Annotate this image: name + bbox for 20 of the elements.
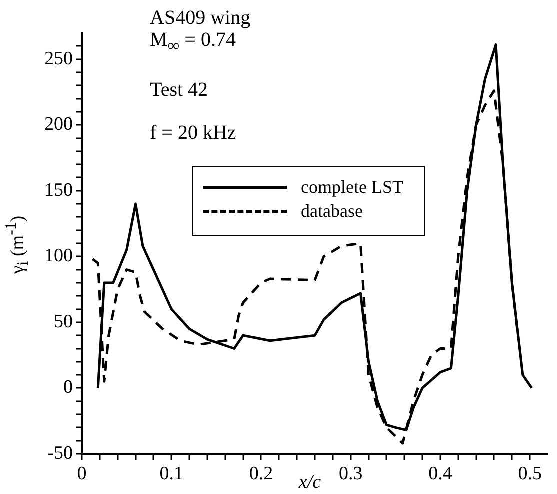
legend-label: complete LST xyxy=(301,176,404,198)
x-tick-label: 0.1 xyxy=(160,463,184,484)
x-tick-label: 0.3 xyxy=(338,463,363,484)
y-tick-label: -50 xyxy=(48,442,73,464)
x-tick-label: 0.2 xyxy=(249,463,274,484)
y-tick-label: 200 xyxy=(44,114,73,136)
y-tick-label: 0 xyxy=(64,377,73,398)
y-tick-label: 250 xyxy=(44,48,73,70)
y-tick-label: 50 xyxy=(54,311,73,332)
y-tick-label: 150 xyxy=(44,180,73,201)
y-tick-label: 100 xyxy=(44,246,73,267)
x-tick-label: 0.4 xyxy=(428,463,453,484)
annotation: M$_{∞}$ = 0.74 xyxy=(150,29,236,55)
x-tick-label: 0.5 xyxy=(518,463,542,484)
legend-label: database xyxy=(301,200,363,222)
x-tick-label: 0 xyxy=(77,463,87,484)
annotation: f = 20 kHz xyxy=(150,122,236,144)
x-axis-title: x/c xyxy=(298,472,322,494)
annotation: Test 42 xyxy=(150,79,208,101)
text: AS409 wing xyxy=(150,7,251,29)
